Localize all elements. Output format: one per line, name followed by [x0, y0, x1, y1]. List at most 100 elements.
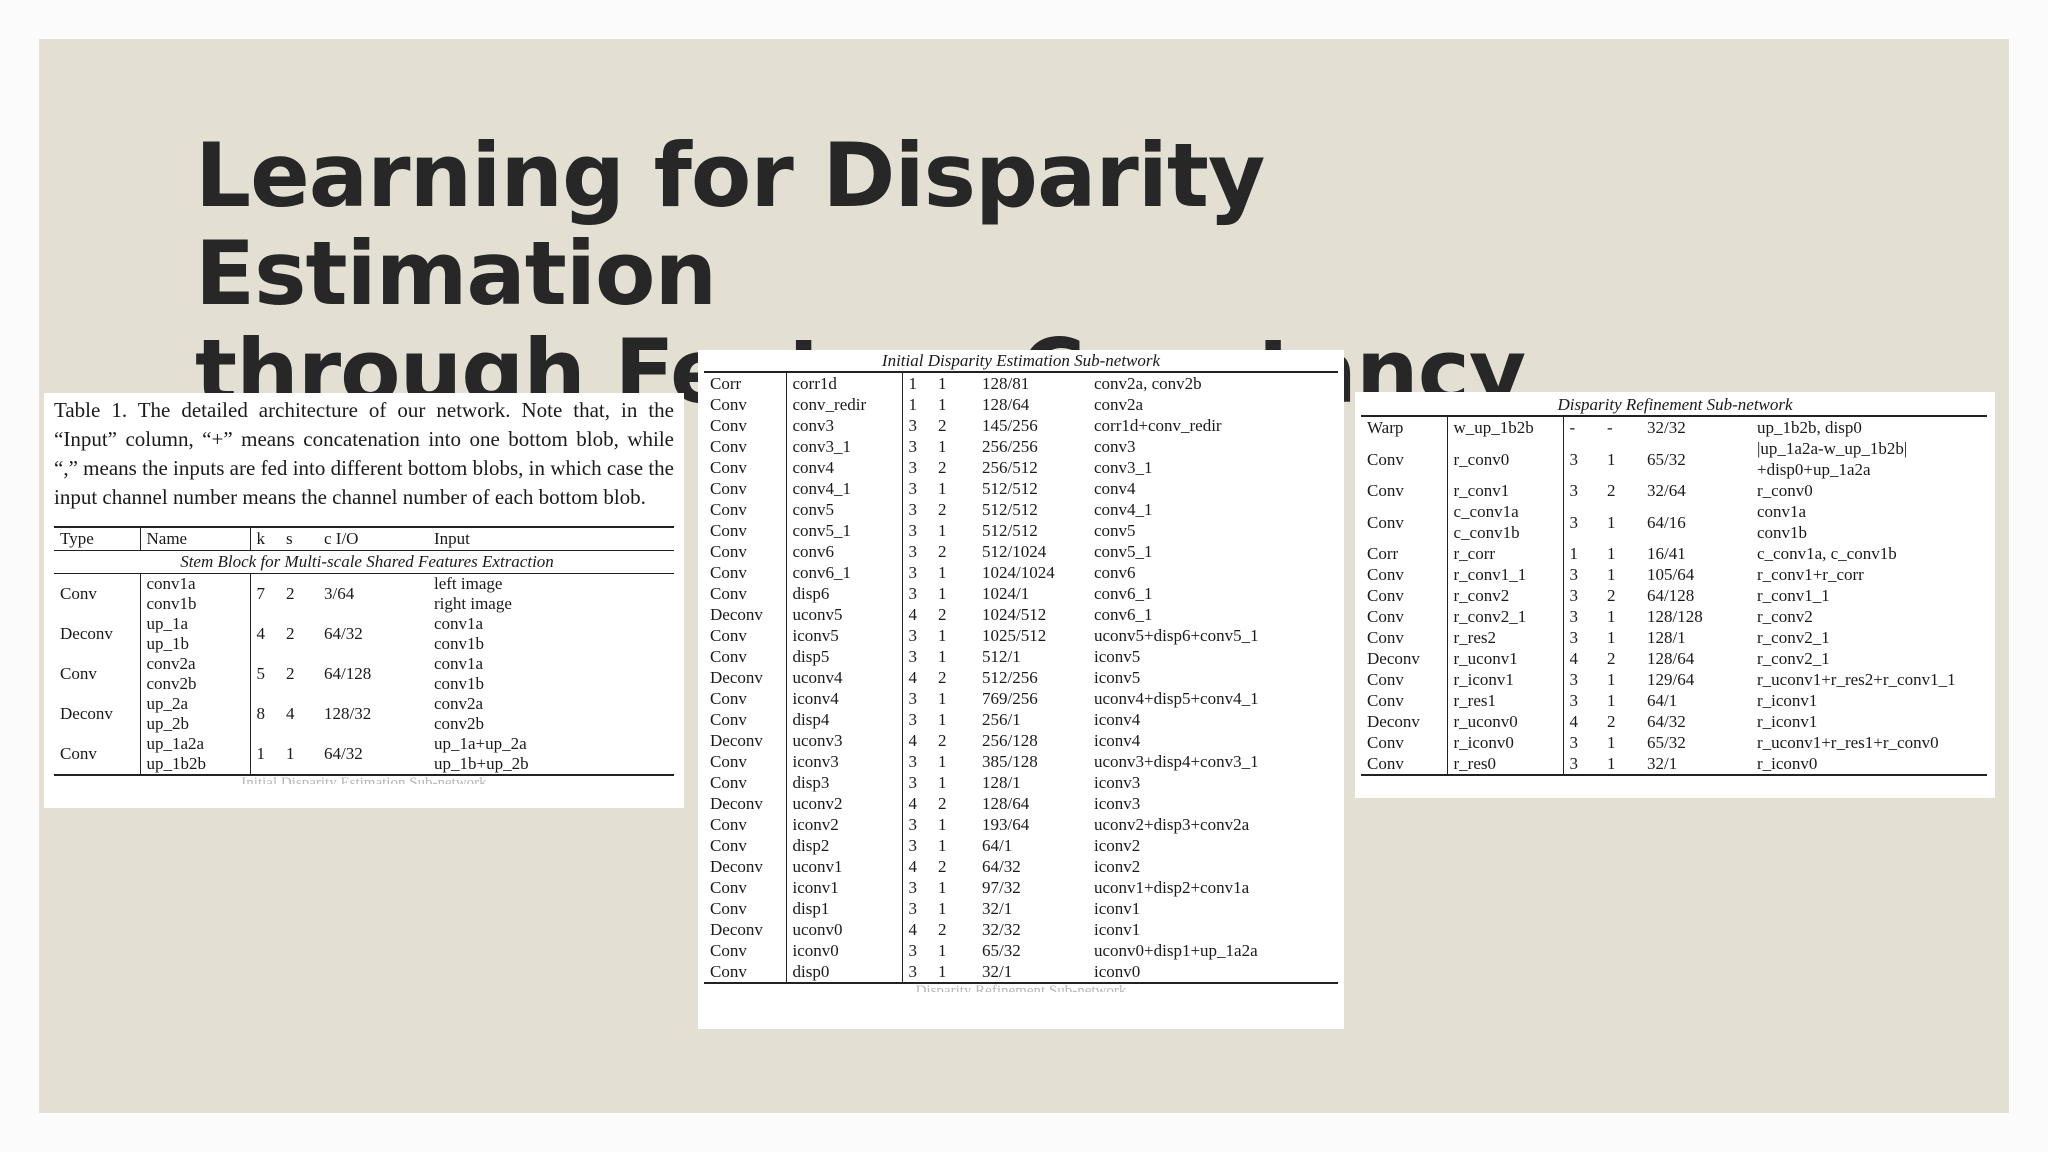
cell-k: 8	[249, 694, 280, 734]
table-header-row: Type Name k s c I/O Input	[54, 526, 674, 551]
cell-s: 1	[938, 899, 947, 918]
cell-s: 1	[938, 710, 947, 729]
cell-name: r_uconv0	[1446, 711, 1563, 732]
cell-input: uconv1+disp2+conv1a	[1094, 878, 1250, 897]
table-row: Deconv uconv5 4 2 1024/512 conv6_1	[704, 604, 1338, 625]
table-row: Deconv uconv3 4 2 256/128 iconv4	[704, 730, 1338, 751]
cell-type: Conv	[1361, 753, 1447, 776]
cell-type: Conv	[1367, 449, 1404, 469]
cell-name: up_1a2a up_1b2b	[139, 734, 250, 776]
cell-k: 4	[901, 604, 932, 625]
cell-k: -	[1562, 415, 1601, 438]
cell-input: conv1a conv1b	[428, 614, 674, 654]
cell-input: up_1b2b, disp0	[1751, 415, 1987, 438]
cell-name: r_iconv0	[1446, 732, 1563, 753]
cell-name: uconv3	[785, 730, 902, 751]
cell-s: 1	[1601, 753, 1641, 776]
cell-k: 3	[1562, 606, 1601, 627]
cell-cio: 512/512	[982, 500, 1038, 519]
cell-s: 2	[286, 584, 295, 603]
cell-s: 1	[1607, 733, 1616, 752]
cell-input: iconv3	[1094, 773, 1141, 792]
cell-type: Conv	[710, 395, 747, 414]
cell-s: 2	[1607, 481, 1616, 500]
cell-s: 1	[938, 752, 947, 771]
cell-name-line-2: up_2b	[146, 714, 190, 733]
cell-name: uconv1	[785, 856, 902, 877]
cell-name: disp5	[785, 646, 902, 667]
cell-input-line-1: |up_1a2a-w_up_1b2b|	[1757, 439, 1908, 458]
cell-input: conv2a, conv2b	[1088, 371, 1338, 394]
cell-cio: 97/32	[982, 878, 1021, 897]
cell-name-line-1: conv2a	[146, 654, 196, 673]
cell-k: 3	[901, 898, 932, 919]
cell-type: Warp	[1361, 415, 1447, 438]
cell-k: 3	[901, 751, 932, 772]
cell-type: Conv	[60, 584, 97, 603]
cell-cio: 32/1	[982, 899, 1013, 918]
cell-name: up_1a up_1b	[139, 614, 250, 654]
cell-name: iconv2	[785, 814, 902, 835]
cell-name: conv6	[785, 541, 902, 562]
cell-input: uconv2+disp3+conv2a	[1094, 815, 1250, 834]
cell-name: conv4_1	[785, 478, 902, 499]
cell-type: Conv	[54, 734, 140, 776]
cell-name: iconv3	[785, 751, 902, 772]
cell-k: 3	[901, 940, 932, 961]
cell-s: 2	[1607, 649, 1616, 668]
cell-cio: 64/32	[324, 624, 363, 643]
cell-input: uconv4+disp5+conv4_1	[1094, 689, 1259, 708]
table-row: Conv iconv4 3 1 769/256 uconv4+disp5+conv4_1	[704, 688, 1338, 709]
cut-off-caption: Disparity Refinement Sub-network	[915, 984, 1127, 992]
cell-cio: 32/1	[1641, 753, 1751, 776]
cell-input: r_conv1_1	[1757, 586, 1830, 605]
cell-cio: 64/1	[1647, 691, 1678, 710]
cell-input-line-1: up_1a+up_2a	[434, 734, 527, 753]
cell-s: 1	[938, 437, 947, 456]
cell-name-line-1: up_1a	[146, 614, 189, 633]
cell-name: disp2	[785, 835, 902, 856]
cell-type: Conv	[1367, 607, 1404, 626]
cell-input: c_conv1a, c_conv1b	[1757, 544, 1897, 563]
cell-k: 3	[901, 625, 932, 646]
cell-s: 1	[932, 371, 976, 394]
cell-type: Conv	[710, 941, 747, 960]
cell-cio: 65/32	[982, 941, 1021, 960]
cell-input: conv1a conv1b	[1751, 501, 1987, 543]
cell-input: r_uconv1+r_res1+r_conv0	[1757, 733, 1939, 752]
table-row: Deconv up_2a up_2b 8 4 128/32 conv2a conv2b	[54, 694, 674, 734]
cell-input: r_conv0	[1757, 481, 1813, 500]
cell-k: 3	[901, 877, 932, 898]
cell-input-line-1: conv1a	[1757, 502, 1807, 521]
cell-k: 5	[249, 654, 280, 694]
cell-cio: 128/64	[1647, 649, 1695, 668]
cell-k: 3	[1562, 438, 1601, 480]
disparity-refinement-table-image: Disparity Refinement Sub-network Warp w_u…	[1355, 392, 1995, 798]
cell-type: Conv	[710, 563, 747, 582]
cell-k: 3	[1562, 753, 1601, 776]
cell-cio: 1025/512	[982, 626, 1047, 645]
cell-cio: 64/128	[1647, 586, 1695, 605]
cell-name: conv1a conv1b	[139, 573, 250, 614]
cell-input: r_conv2	[1757, 607, 1813, 626]
cell-input-line-2: conv1b	[434, 674, 485, 693]
cell-type: Conv	[1367, 512, 1404, 532]
cell-s: 1	[932, 961, 976, 984]
table-row: Conv r_iconv1 3 1 129/64 r_uconv1+r_res2+r_co…	[1361, 669, 1987, 690]
cell-s: 2	[938, 857, 947, 876]
table-row: Conv disp5 3 1 512/1 iconv5	[704, 646, 1338, 667]
cell-cio: 128/128	[1647, 607, 1703, 626]
cell-s: 1	[938, 941, 947, 960]
table-row: Deconv r_uconv0 4 2 64/32 r_iconv1	[1361, 711, 1987, 732]
cell-type: Conv	[1367, 691, 1404, 710]
cell-input: r_conv2_1	[1757, 628, 1830, 647]
cell-type: Deconv	[710, 605, 763, 624]
cell-type: Deconv	[1367, 712, 1420, 731]
cell-input: conv4_1	[1094, 500, 1153, 519]
cell-type: Conv	[710, 500, 747, 519]
cell-input: iconv4	[1094, 710, 1141, 729]
cell-k: 4	[901, 667, 932, 688]
table-row: Conv disp6 3 1 1024/1 conv6_1	[704, 583, 1338, 604]
table-row: Conv r_conv0 3 1 65/32 |up_1a2a-w_up_1b2b| +di…	[1361, 438, 1987, 480]
cell-input: uconv5+disp6+conv5_1	[1094, 626, 1259, 645]
